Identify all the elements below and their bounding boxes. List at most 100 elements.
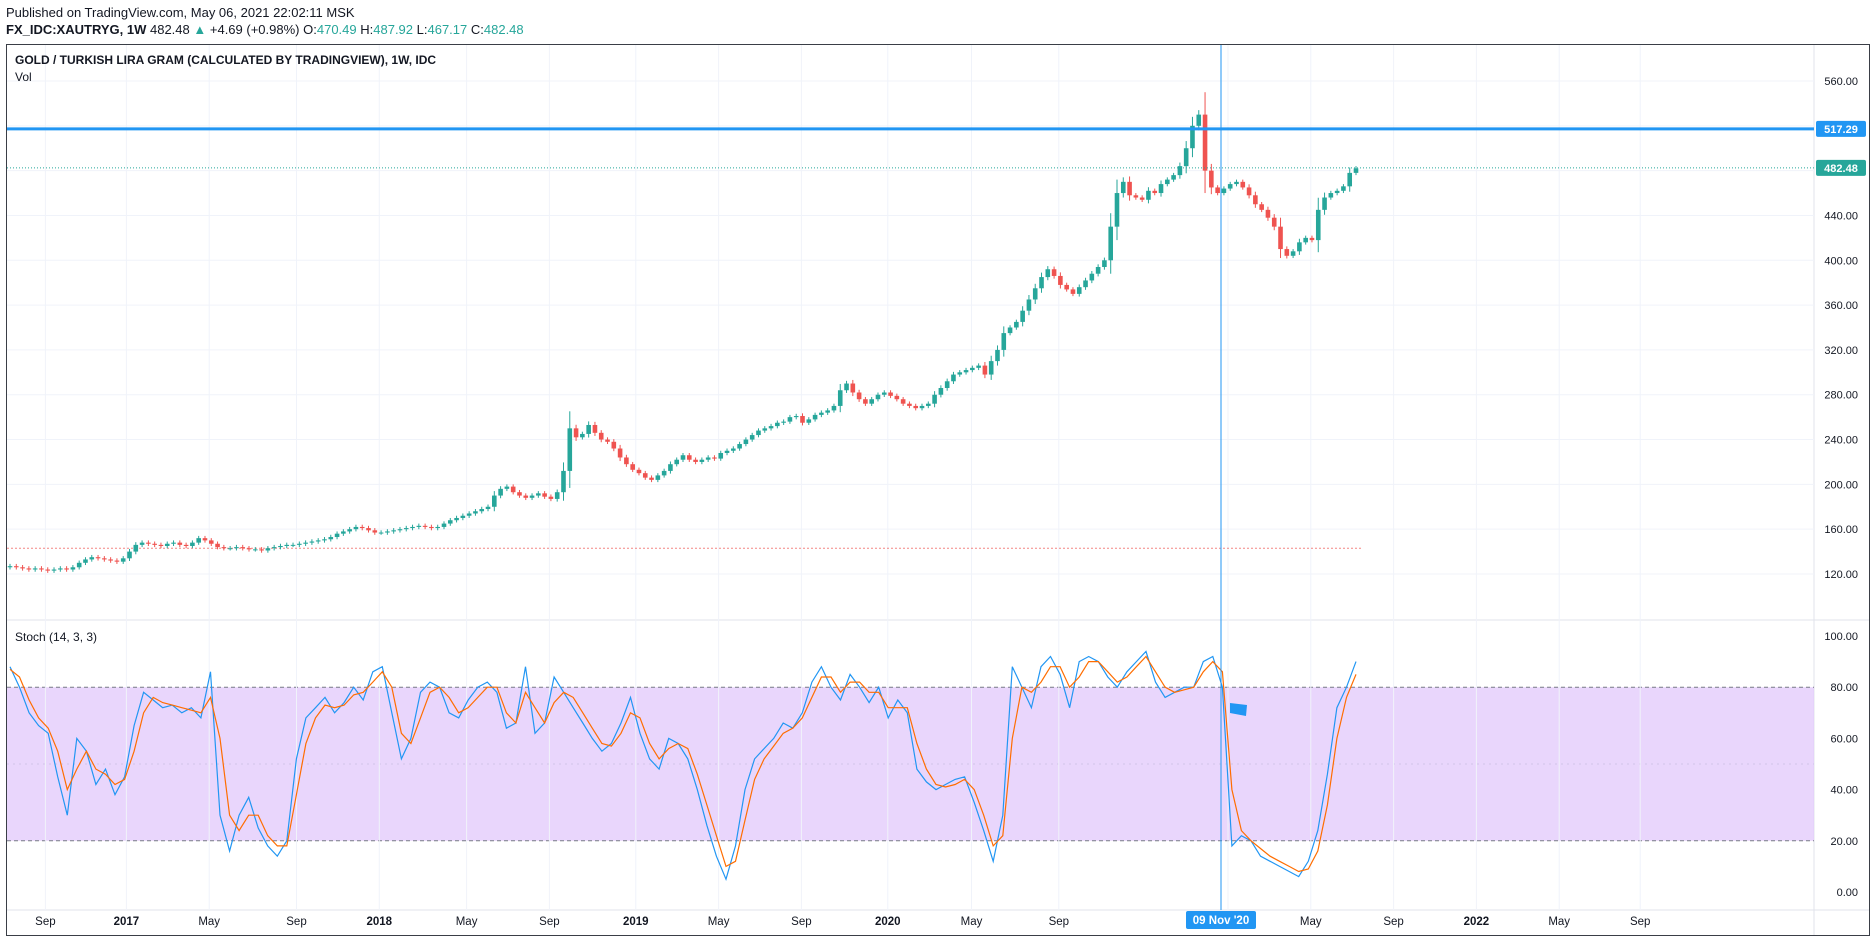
candle-body [674,459,680,465]
candle-body [724,450,730,453]
candle-body [1209,170,1214,188]
candle-body [1146,190,1151,200]
time-tick-label: Sep [791,916,811,928]
candle-body [1032,288,1038,300]
low-value: 467.17 [427,22,468,37]
low-label: L: [416,22,428,37]
candle-body [309,541,315,543]
candle-body [20,567,25,569]
candle-body [800,416,805,423]
candle-body [284,544,290,546]
chart-frame [6,44,1870,936]
candle-body [127,551,132,559]
time-tick-label: Sep [1630,916,1650,928]
candle-body [932,394,937,404]
candle-body [234,547,239,549]
candle-body [1120,181,1126,194]
time-tick-label: 2017 [114,916,140,928]
price-tick-label: 360.00 [1824,300,1858,312]
price-tick-label: 280.00 [1824,390,1858,402]
candle-body [372,530,378,533]
candle-body [328,537,334,540]
horizontal-level-label: 517.29 [1824,124,1858,136]
time-tick-label: Sep [539,916,559,928]
candle-body [573,428,579,438]
candle-body [976,365,981,368]
candle-body [1202,114,1208,171]
candle-body [1045,269,1051,278]
candle-body [341,531,346,534]
candle-body [221,547,227,549]
candle-body [793,416,799,418]
candle-body [649,477,654,480]
candle-body [806,419,812,423]
candle-body [32,568,38,570]
candle-body [1102,260,1107,267]
candle-body [416,525,422,527]
candle-body [13,566,19,568]
candle-body [680,455,686,460]
candle-body [611,441,617,449]
time-tick-label: Sep [1383,916,1403,928]
candle-body [353,526,359,530]
candle-body [586,424,591,434]
candle-body [7,566,13,568]
price-tick-label: 240.00 [1824,435,1858,447]
stoch-line-k [9,650,1357,882]
candle-body [1271,217,1277,227]
time-tick-label: May [961,916,983,928]
candle-body [542,493,547,497]
candle-body [120,558,126,562]
candle-body [1341,186,1346,191]
candle-body [102,558,107,560]
candle-body [548,496,554,499]
candle-body [1039,277,1044,289]
candle-body [1171,175,1176,180]
candle-body [636,469,642,474]
candle-body [1284,249,1290,256]
candle-body [1165,179,1170,185]
candle-body [1347,172,1353,187]
candle-body [466,513,472,516]
candle-body [278,545,283,548]
open-label: O: [303,22,317,37]
candle-body [504,486,510,489]
candle-body [1183,148,1189,167]
candle-body [580,433,585,438]
candle-body [1026,299,1032,311]
candle-body [881,392,887,395]
candle-body [246,548,252,550]
candle-body [1246,187,1252,196]
time-tick-label: 2020 [875,916,901,928]
candle-body [410,526,415,529]
candle-body [1133,195,1139,198]
candle-body [988,361,994,375]
price-tick-label: 440.00 [1824,210,1858,222]
crosshair-date-label: 09 Nov '20 [1193,915,1249,927]
candle-body [1070,289,1076,294]
candle-body [1190,125,1195,149]
candle-body [1221,188,1227,194]
candle-body [668,464,673,471]
candle-body [869,399,874,404]
candle-body [787,417,793,422]
candle-body [1001,333,1007,350]
candle-body [970,367,975,371]
quote-line: FX_IDC:XAUTRYG, 1W 482.48 ▲ +4.69 (+0.98… [6,22,524,37]
candle-body [1303,237,1308,243]
candle-body [1127,181,1132,196]
candle-body [171,542,176,544]
stoch-tick-label: 0.00 [1837,887,1858,899]
price-tick-label: 120.00 [1824,569,1858,581]
candle-body [297,543,302,545]
candle-body [957,372,963,375]
stoch-tick-label: 100.00 [1824,631,1858,643]
candle-body [756,430,761,436]
candle-body [1158,184,1164,194]
candle-body [919,405,925,409]
candle-body [1177,166,1183,176]
candle-body [523,495,529,498]
last-price-label: 482.48 [1824,163,1858,175]
candle-body [114,560,120,562]
